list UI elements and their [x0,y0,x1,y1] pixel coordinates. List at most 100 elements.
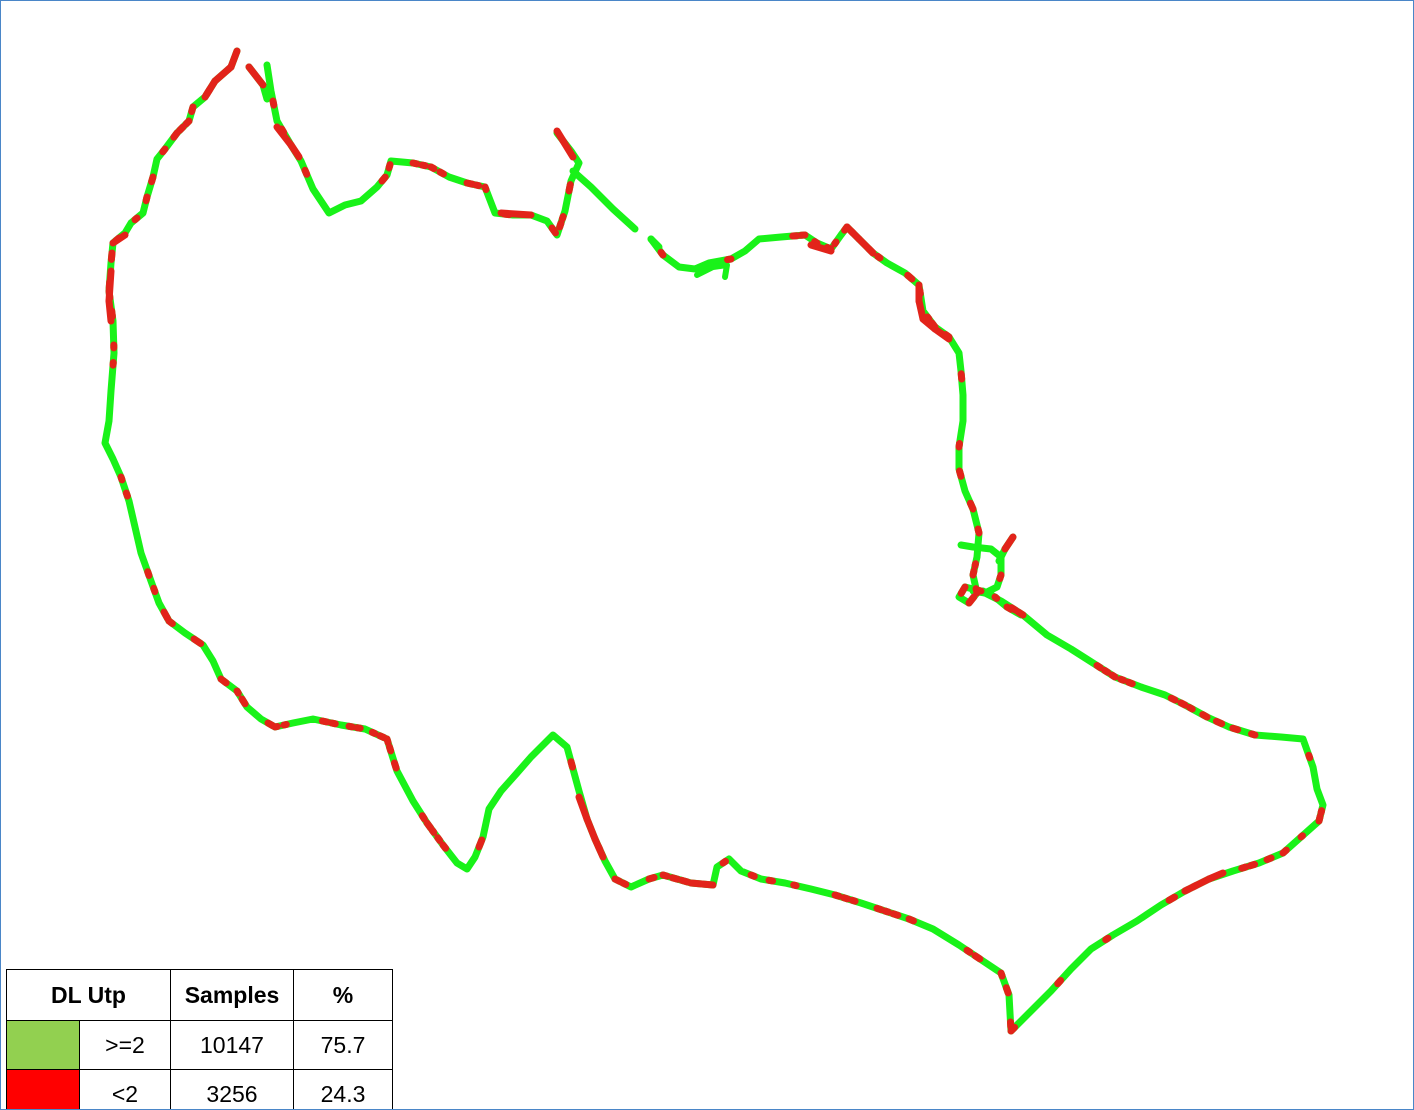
route-segment-poor [724,255,735,264]
route-segment-poor [924,313,933,323]
route-segment-poor [997,969,1006,980]
route-segment-poor [418,161,429,170]
route-segment-poor [1177,699,1189,709]
legend-threshold-good: >=2 [79,1020,171,1070]
legend-header-row: DL Utp Samples % [6,969,393,1021]
route-segment-poor [107,249,116,263]
route-segment-poor [575,793,591,823]
route-segment-poor [273,123,295,149]
legend-row-poor: <2 3256 24.3 [6,1069,393,1109]
route-segment-poor [831,238,840,248]
route-segment-poor [176,123,187,134]
route-segment-poor [1167,694,1179,704]
legend-table: DL Utp Samples % >=2 10147 75.7 <2 3256 … [6,969,393,1109]
route-segment-poor [463,179,476,188]
legend-samples-header: Samples [170,969,294,1021]
route-segment-poor [245,63,267,89]
route-segment-poor [719,857,729,867]
route-segment-poor [807,241,835,255]
route-segment-poor [269,97,278,109]
route-segment-poor [142,193,151,205]
route-segment-poor [548,224,559,237]
route-segment-poor [1238,863,1250,872]
route-segment-poor [105,297,115,325]
route-segment-poor [873,904,885,914]
route-segment-poor [1263,854,1275,864]
legend-samples-good: 10147 [170,1020,294,1070]
route-segment-poor [855,235,877,257]
route-segment-poor [182,117,193,128]
route-segment-poor [747,871,758,880]
route-segment-poor [264,719,277,730]
route-segment-poor [971,560,979,570]
route-segment-poor [301,166,311,178]
route-segment-poor [831,891,843,900]
route-segment-poor [1101,666,1112,676]
route-segment-poor [1305,751,1314,762]
route-segment-poor [966,499,977,513]
route-segment-poor [385,161,394,172]
route-segment-poor [131,214,141,224]
route-segment-poor [353,724,364,732]
route-segment-poor [619,879,630,888]
route-segment-poor [965,593,978,607]
route-segment-poor [345,722,356,731]
route-segment-poor [1108,671,1119,681]
route-segment-poor [1317,807,1326,817]
legend-percent-good: 75.7 [293,1020,393,1070]
route-segment-poor [439,841,450,852]
legend-swatch-good [6,1020,80,1070]
route-segment-poor [1165,893,1179,904]
route-segment-poor [969,567,978,579]
route-segment-poor [280,721,290,729]
route-segment-poor [144,568,153,579]
route-segment-poor [423,819,435,832]
route-segment-poor [971,952,984,963]
route-segment-poor [1125,678,1136,688]
route-segment-poor [905,915,917,925]
route-segment-poor [611,875,624,885]
route-segment-poor [122,489,131,500]
legend-swatch-poor [6,1069,80,1109]
route-segment-poor [645,874,658,883]
route-segment-poor [881,907,892,916]
route-segment-poor [378,173,389,185]
route-segment-poor [1054,976,1065,988]
route-segment-poor [271,723,281,731]
route-segment-poor [591,835,607,861]
route-segment-good [694,262,730,280]
route-segment-poor [848,896,859,905]
route-segment-poor [659,871,671,880]
route-segment-poor [1181,875,1213,895]
route-segment-poor [170,129,181,141]
route-segment-poor [1315,813,1324,825]
route-segment-poor [889,910,902,919]
route-segment-poor [1102,934,1112,944]
route-segment-poor [409,159,421,168]
route-segment-poor [565,181,574,195]
route-segment-poor [657,248,667,259]
route-segment-poor [217,675,230,687]
route-segment-poor [190,635,205,647]
route-segment-poor [765,876,777,885]
route-segment-poor [427,163,438,173]
route-segment-poor [1014,608,1027,619]
route-segment-poor [957,583,969,597]
route-segment-poor [1279,846,1290,857]
route-segment-poor [558,213,567,223]
route-segment-poor [160,608,172,623]
route-segment-poor [553,127,577,161]
route-segment-poor [188,103,197,115]
route-poor-segments [105,47,1326,1035]
route-segment-poor [668,874,682,883]
legend-metric-header: DL Utp [6,969,171,1021]
route-segment-poor [497,209,535,219]
route-segment-poor [318,717,331,726]
route-segment-poor [1205,869,1227,883]
route-segment-poor [1003,603,1015,613]
route-segment-poor [1093,662,1104,672]
route-segment-poor [475,836,486,851]
route-segment-poor [287,141,303,161]
